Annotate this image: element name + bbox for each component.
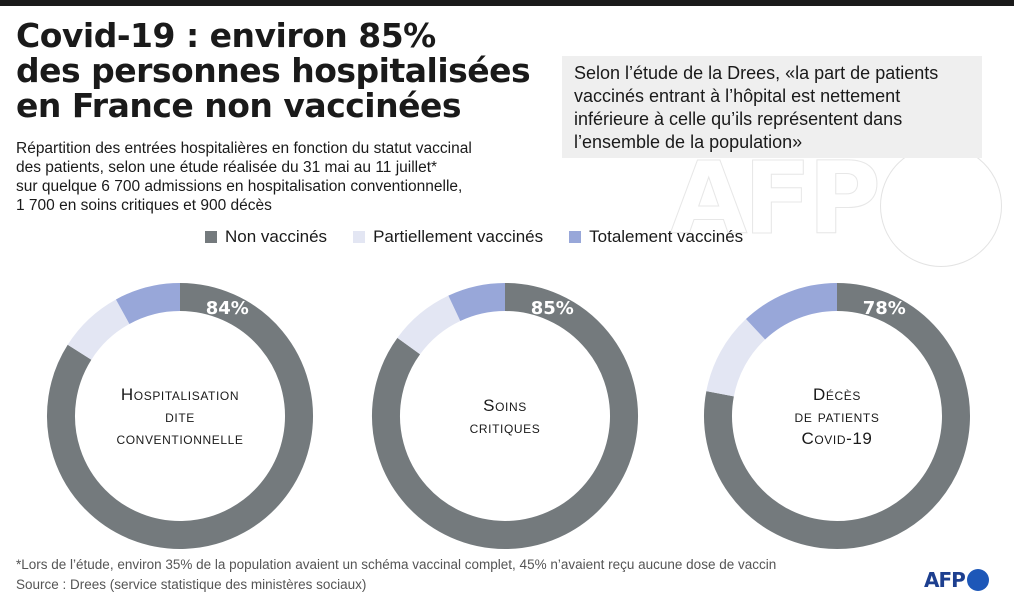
segment-totalement-vaccines: [448, 283, 506, 322]
afp-logo: AFP: [924, 568, 989, 592]
quote-line: inférieure à celle qu’ils représentent d…: [574, 109, 903, 129]
donut-center-label: dite: [165, 407, 195, 426]
afp-logo-text: AFP: [924, 568, 966, 592]
footnote: *Lors de l’étude, environ 35% de la popu…: [16, 555, 776, 595]
legend-item-partiellement-vaccines: Partiellement vaccinés: [353, 227, 543, 247]
legend-item-totalement-vaccines: Totalement vaccinés: [569, 227, 743, 247]
subtitle-line: sur quelque 6 700 admissions en hospital…: [16, 178, 463, 195]
segment-totalement-vaccines: [745, 283, 838, 340]
page-title: Covid-19 : environ 85% des personnes hos…: [16, 18, 536, 123]
legend-label: Totalement vaccinés: [589, 227, 744, 246]
donut-center-label: conventionnelle: [116, 429, 243, 448]
quote-line: l’ensemble de la population»: [574, 132, 803, 152]
quote-box: Selon l’étude de la Drees, «la part de p…: [562, 56, 982, 158]
legend-label: Partiellement vaccinés: [373, 227, 544, 246]
segment-non-vaccines: [47, 283, 313, 549]
footnote-note: *Lors de l’étude, environ 35% de la popu…: [16, 557, 777, 572]
title-line: Covid-19 : environ 85%: [16, 16, 436, 55]
donut-center-label: Hospitalisation: [121, 385, 239, 404]
legend-swatch: [353, 231, 366, 243]
title-line: des personnes hospitalisées: [16, 51, 531, 90]
quote-line: vaccinés entrant à l’hôpital est netteme…: [574, 86, 901, 106]
segment-non-vaccines: [372, 283, 638, 549]
donut-center-label: critiques: [470, 418, 541, 437]
segment-partiellement-vaccines: [706, 319, 766, 397]
quote-line: Selon l’étude de la Drees, «la part de p…: [574, 63, 939, 83]
subtitle-line: 1 700 en soins critiques et 900 décès: [16, 197, 272, 214]
title-line: en France non vaccinées: [16, 86, 462, 125]
subtitle: Répartition des entrées hospitalières en…: [16, 139, 546, 215]
segment-totalement-vaccines: [115, 283, 181, 325]
donut-chart: 85% Soins critiques: [372, 283, 638, 549]
donut-chart: 84% Hospitalisation dite conventionnelle: [47, 283, 313, 549]
donut-chart: 78% Décès de patients Covid-19: [704, 283, 970, 549]
donut-center-label: de patients: [795, 407, 880, 426]
legend-label: Non vaccinés: [225, 227, 328, 246]
percent-label: 78%: [863, 298, 906, 319]
segment-partiellement-vaccines: [67, 299, 130, 361]
legend-swatch: [569, 231, 582, 243]
percent-label: 84%: [206, 298, 249, 319]
footnote-source: Source : Drees (service statistique des …: [16, 577, 367, 592]
afp-logo-dot: [966, 569, 989, 591]
top-bar: [0, 0, 1014, 6]
percent-label: 85%: [531, 298, 574, 319]
afp-watermark: AFP: [670, 140, 882, 258]
segment-non-vaccines: [704, 283, 970, 549]
legend-swatch: [205, 231, 217, 243]
donut-center-label: Décès: [813, 385, 861, 404]
legend: Non vaccinés Partiellement vaccinés Tota…: [205, 226, 769, 248]
donut-center-label: Covid-19: [802, 429, 873, 448]
legend-item-non-vaccines: Non vaccinés: [205, 227, 327, 247]
subtitle-line: Répartition des entrées hospitalières en…: [16, 140, 472, 157]
donut-center-label: Soins: [483, 396, 527, 415]
segment-partiellement-vaccines: [397, 295, 461, 355]
subtitle-line: des patients, selon une étude réalisée d…: [16, 159, 438, 176]
